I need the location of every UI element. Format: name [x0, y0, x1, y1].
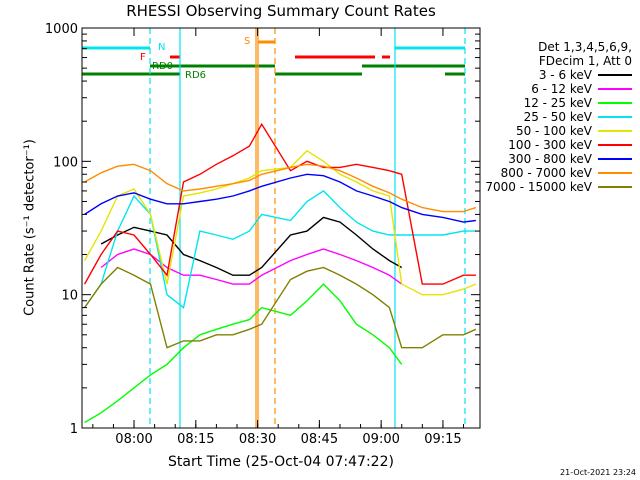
legend-entry-label: 800 - 7000 keV — [500, 166, 592, 180]
x-axis-label: Start Time (25-Oct-04 07:47:22) — [168, 454, 394, 470]
plot-frame — [81, 27, 481, 429]
y-axis-label: Count Rate (s⁻¹ detector⁻¹) — [22, 139, 38, 316]
series-line-0 — [100, 216, 403, 276]
legend-entry-label: 100 - 300 keV — [508, 138, 592, 152]
legend-entry: 25 - 50 keV — [485, 110, 632, 124]
plot-axes: 08:00 08:15 08:30 08:45 09:00 09:15 1 10 100 1000 — [45, 22, 481, 447]
legend-entry: 800 - 7000 keV — [485, 166, 632, 180]
y-tick-label: 1 — [70, 422, 78, 437]
series-line-6 — [84, 173, 476, 223]
flag-label-n: N — [158, 42, 165, 53]
series-line-4 — [83, 149, 477, 296]
legend-entry: 6 - 12 keV — [485, 82, 632, 96]
legend-entry-label: 300 - 800 keV — [508, 152, 592, 166]
x-tick-label: 09:00 — [362, 432, 399, 447]
legend-entry: 7000 - 15000 keV — [485, 180, 632, 194]
chart-title: RHESSI Observing Summary Count Rates — [126, 2, 436, 20]
legend-swatch — [598, 130, 632, 132]
legend-entry-label: 25 - 50 keV — [523, 110, 592, 124]
flag-label-s: S — [244, 36, 250, 47]
legend-entry-label: 12 - 25 keV — [523, 96, 592, 110]
legend-entry-label: 6 - 12 keV — [531, 82, 592, 96]
series-line-1 — [100, 248, 403, 285]
series-line-7 — [84, 163, 477, 213]
legend-entry: 300 - 800 keV — [485, 152, 632, 166]
series-line-2 — [84, 283, 403, 424]
flag-label-rd0: RD0 — [152, 61, 173, 72]
legend-swatch — [598, 158, 632, 160]
y-tick-label: 1000 — [45, 22, 78, 37]
x-tick-label: 09:15 — [424, 432, 461, 447]
legend-entry-label: 3 - 6 keV — [538, 68, 592, 82]
flag-label-f: F — [140, 52, 146, 63]
legend-entry: 50 - 100 keV — [485, 124, 632, 138]
instrument-flag-bars: N F RD0 RD6 S — [82, 28, 466, 428]
flag-label-rd6: RD6 — [185, 70, 206, 81]
series-line-3 — [84, 190, 476, 309]
legend-swatch — [598, 144, 632, 146]
legend-entry: 100 - 300 keV — [485, 138, 632, 152]
series-layer — [83, 122, 477, 424]
generation-timestamp: 21-Oct-2021 23:24 — [560, 468, 636, 477]
legend-swatch — [598, 172, 632, 174]
series-line-5 — [83, 122, 476, 285]
legend-header-detectors: Det 1,3,4,5,6,9, — [538, 40, 632, 54]
legend-entries: 3 - 6 keV 6 - 12 keV 12 - 25 keV 25 - 50 ke… — [485, 68, 632, 194]
legend-entry: 3 - 6 keV — [485, 68, 632, 82]
legend-header-decimation: FDecim 1, Att 0 — [538, 54, 632, 68]
x-tick-label: 08:00 — [115, 432, 152, 447]
legend-entry: 12 - 25 keV — [485, 96, 632, 110]
legend: Det 1,3,4,5,6,9, FDecim 1, Att 0 3 - 6 k… — [485, 40, 632, 194]
legend-swatch — [598, 116, 632, 118]
legend-entry-label: 7000 - 15000 keV — [485, 180, 592, 194]
legend-swatch — [598, 88, 632, 90]
y-tick-label: 10 — [61, 289, 78, 304]
series-line-8 — [84, 266, 477, 349]
legend-swatch — [598, 186, 632, 188]
x-tick-label: 08:30 — [239, 432, 276, 447]
legend-entry-label: 50 - 100 keV — [515, 124, 592, 138]
legend-swatch — [598, 74, 632, 76]
y-tick-label: 100 — [53, 155, 78, 170]
x-tick-label: 08:15 — [177, 432, 214, 447]
legend-swatch — [598, 102, 632, 104]
x-tick-label: 08:45 — [301, 432, 338, 447]
